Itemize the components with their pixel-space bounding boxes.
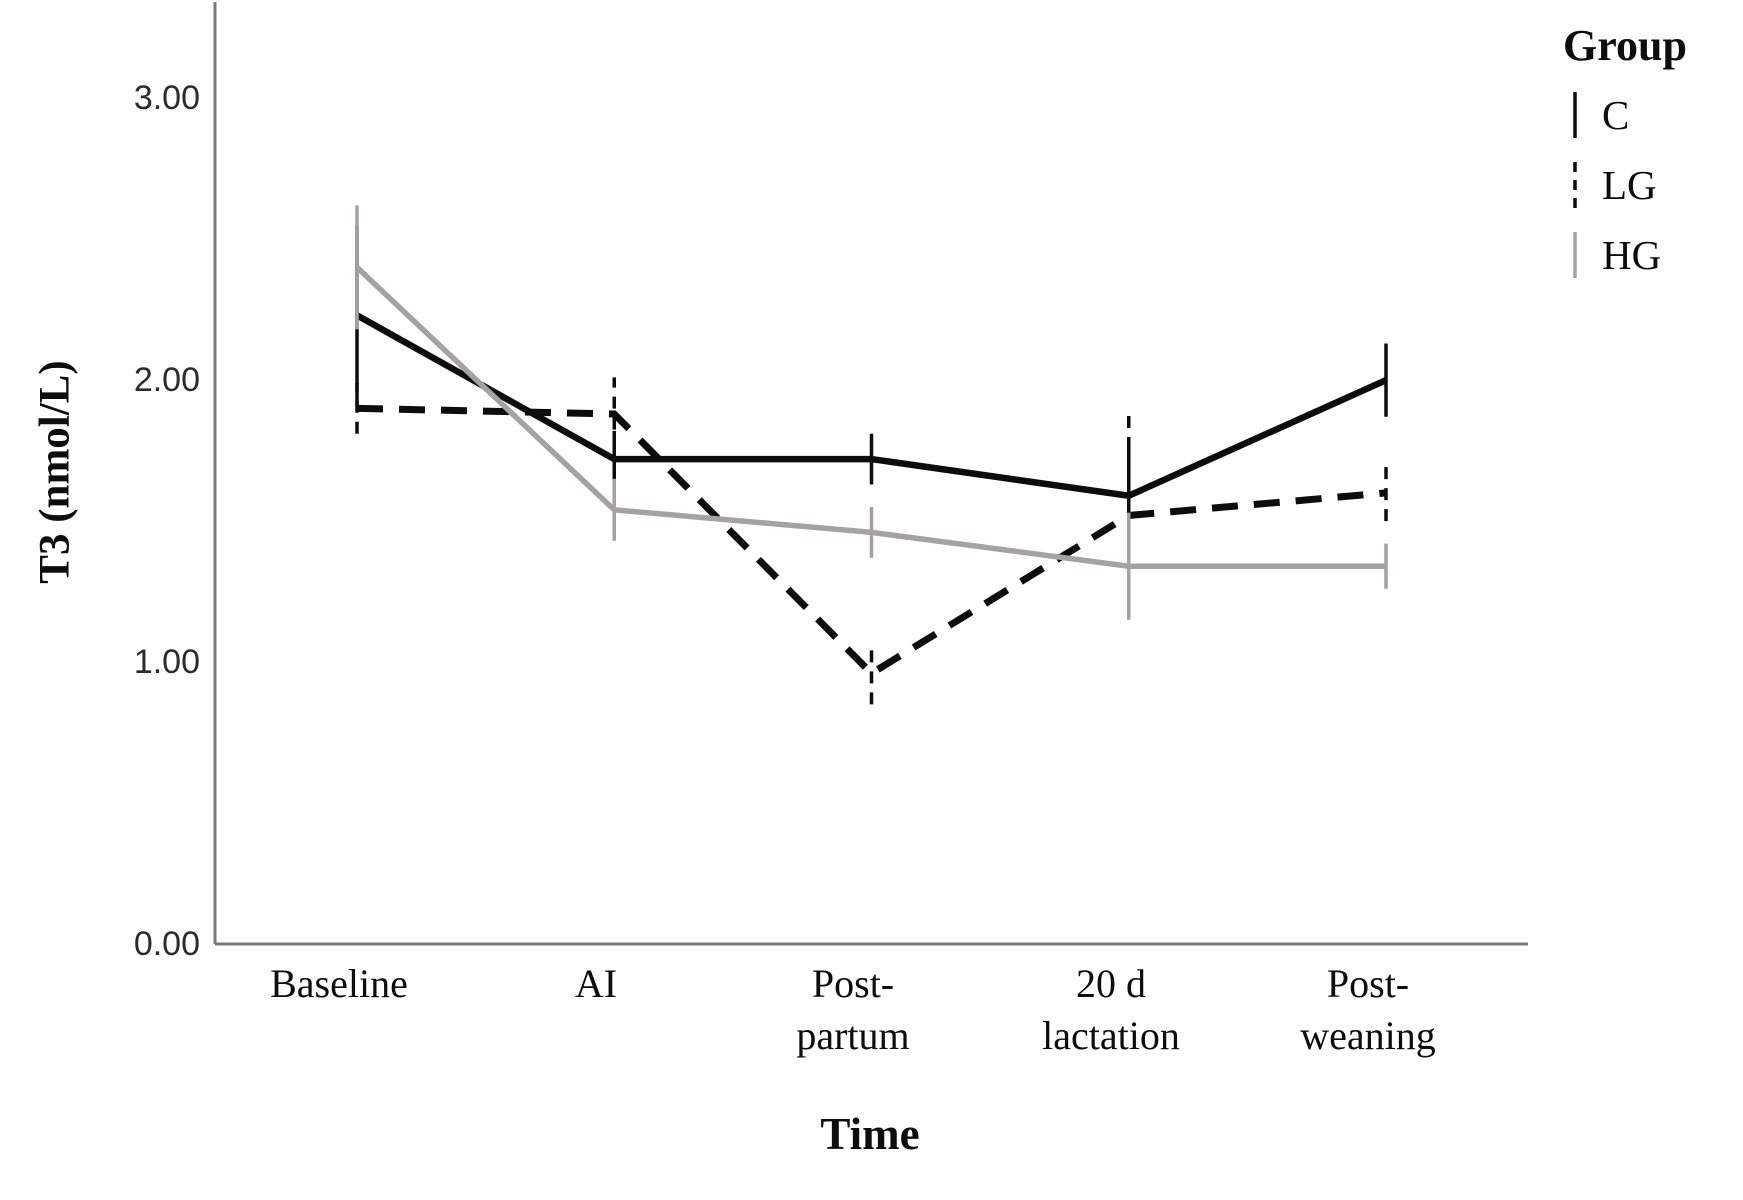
- x-tick-20d-lactation: 20 d lactation: [1042, 961, 1180, 1058]
- legend-item-label: LG: [1602, 162, 1657, 208]
- x-tick-ai: AI: [574, 961, 618, 1006]
- x-tick-baseline: Baseline: [270, 961, 408, 1006]
- x-tick-postpartum: Post- partum: [796, 961, 910, 1058]
- y-tick-0: 0.00: [133, 925, 200, 963]
- series-line-hg: [355, 265, 1386, 569]
- legend-item-label: HG: [1602, 232, 1662, 278]
- legend-item-c: C: [1540, 89, 1740, 141]
- legend-item-label: C: [1602, 92, 1630, 138]
- legend: Group C LG HG: [1540, 20, 1740, 281]
- y-tick-2: 2.00: [133, 361, 200, 399]
- solid-line-sample-icon: [1573, 92, 1577, 138]
- dashed-line-sample-icon: [1573, 162, 1577, 208]
- legend-item-hg: HG: [1540, 229, 1740, 281]
- gray-line-sample-icon: [1573, 232, 1577, 278]
- y-tick-1: 1.00: [133, 643, 200, 681]
- series-line-lg: [356, 404, 1387, 678]
- y-tick-3: 3.00: [133, 79, 200, 117]
- x-tick-postweaning: Post- weaning: [1300, 961, 1436, 1058]
- legend-item-lg: LG: [1540, 159, 1740, 211]
- x-axis-title: Time: [820, 1109, 920, 1159]
- legend-title: Group: [1563, 21, 1687, 70]
